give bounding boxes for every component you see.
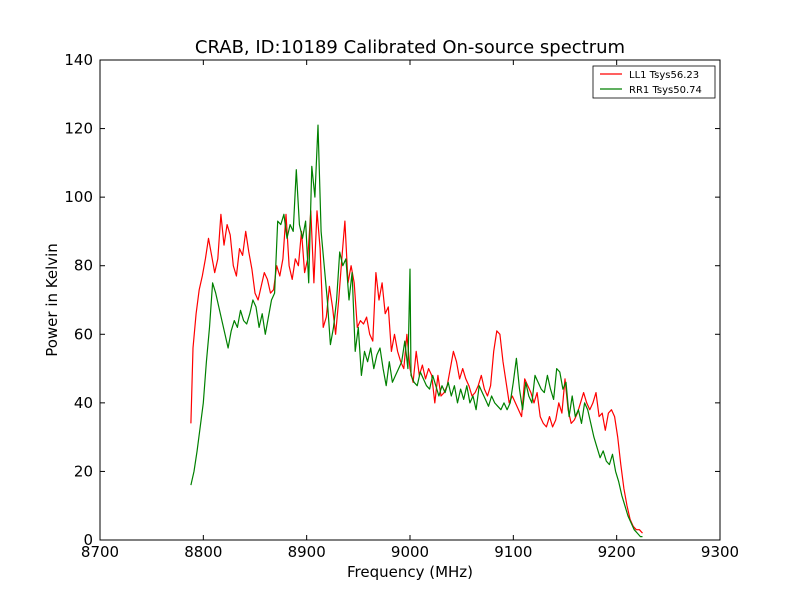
series-layer <box>190 124 643 538</box>
x-tick-label: 9000 <box>391 543 429 561</box>
series-line-rr1 <box>190 124 643 538</box>
x-tick-label: 9100 <box>494 543 532 561</box>
y-tick-label: 100 <box>64 188 93 206</box>
y-axis-label: Power in Kelvin <box>43 243 61 357</box>
y-tick-label: 0 <box>83 531 93 549</box>
y-tick-label: 60 <box>74 325 93 343</box>
legend-label-rr1: RR1 Tsys50.74 <box>629 85 702 96</box>
y-axis-ticks: 0 20 40 60 80 100 120 140 <box>64 51 720 549</box>
legend: LL1 Tsys56.23 RR1 Tsys50.74 <box>592 65 716 99</box>
x-tick-label: 8900 <box>288 543 326 561</box>
y-tick-label: 80 <box>74 257 93 275</box>
x-axis-label: Frequency (MHz) <box>347 563 473 581</box>
y-tick-label: 20 <box>74 462 93 480</box>
chart-title: CRAB, ID:10189 Calibrated On-source spec… <box>195 37 625 58</box>
y-tick-label: 120 <box>64 120 93 138</box>
x-axis-ticks: 8700 8800 8900 9000 9100 9200 9300 <box>81 60 739 561</box>
x-tick-label: 9200 <box>598 543 636 561</box>
x-tick-label: 9300 <box>701 543 739 561</box>
x-tick-label: 8800 <box>184 543 222 561</box>
y-tick-label: 40 <box>74 394 93 412</box>
x-tick-label: 8700 <box>81 543 119 561</box>
legend-label-ll1: LL1 Tsys56.23 <box>629 70 699 81</box>
legend-box <box>592 65 716 99</box>
y-tick-label: 140 <box>64 51 93 69</box>
plot-area <box>99 59 721 541</box>
